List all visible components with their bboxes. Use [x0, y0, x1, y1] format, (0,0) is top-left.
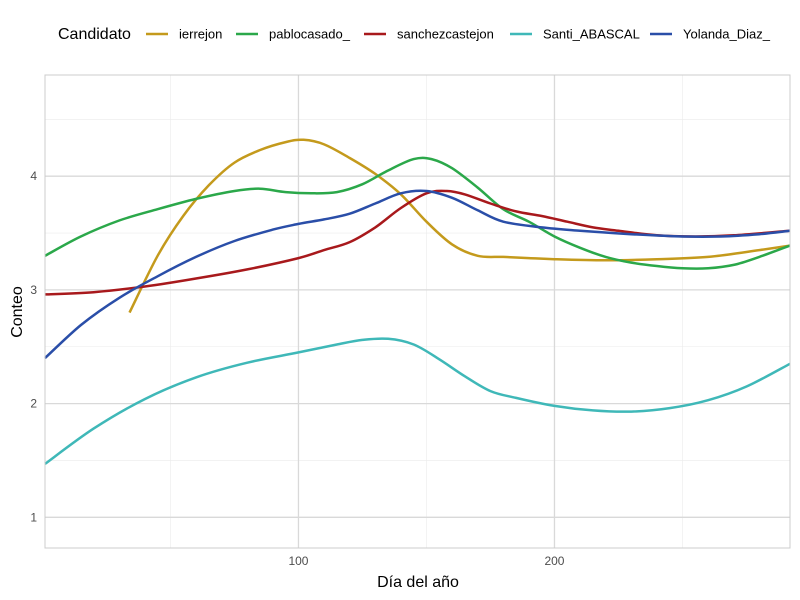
major-gridlines — [45, 75, 790, 548]
minor-gridlines — [45, 75, 790, 548]
legend-item-yolanda-diaz: Yolanda_Diaz_ — [650, 27, 771, 42]
series-line-santi-abascal — [44, 337, 791, 465]
y-tick-label: 3 — [30, 283, 37, 297]
y-tick-label: 4 — [30, 169, 37, 183]
series-line-pablocasado — [44, 156, 791, 270]
legend-label-santi-abascal: Santi_ABASCAL — [543, 27, 640, 42]
panel-border — [44, 74, 791, 549]
x-axis-title: Día del año — [377, 574, 459, 591]
legend-item-pablocasado: pablocasado_ — [236, 27, 351, 42]
y-tick-label: 2 — [30, 397, 37, 411]
x-axis-ticks: 100 200 — [288, 554, 564, 568]
legend-label-yolanda-diaz: Yolanda_Diaz_ — [683, 27, 771, 42]
legend-label-pablocasado: pablocasado_ — [269, 27, 351, 42]
series-line-ierrejon — [128, 138, 791, 314]
legend: Candidato ierrejon pablocasado_ sanchezcas… — [58, 26, 771, 43]
legend-title: Candidato — [58, 26, 131, 43]
legend-item-santi-abascal: Santi_ABASCAL — [510, 27, 640, 42]
legend-item-sanchezcastejon: sanchezcastejon — [364, 27, 494, 42]
legend-item-ierrejon: ierrejon — [146, 27, 222, 42]
legend-label-sanchezcastejon: sanchezcastejon — [397, 27, 494, 42]
series-lines — [44, 138, 791, 465]
y-axis-title: Conteo — [9, 286, 26, 338]
series-line-sanchezcastejon — [44, 189, 791, 296]
y-axis-ticks: 1 2 3 4 — [30, 169, 37, 524]
x-tick-label: 200 — [544, 554, 564, 568]
legend-label-ierrejon: ierrejon — [179, 27, 222, 42]
x-tick-label: 100 — [288, 554, 308, 568]
plot-panel — [44, 74, 791, 549]
series-line-yolanda-diaz — [44, 189, 791, 360]
y-tick-label: 1 — [30, 510, 37, 524]
